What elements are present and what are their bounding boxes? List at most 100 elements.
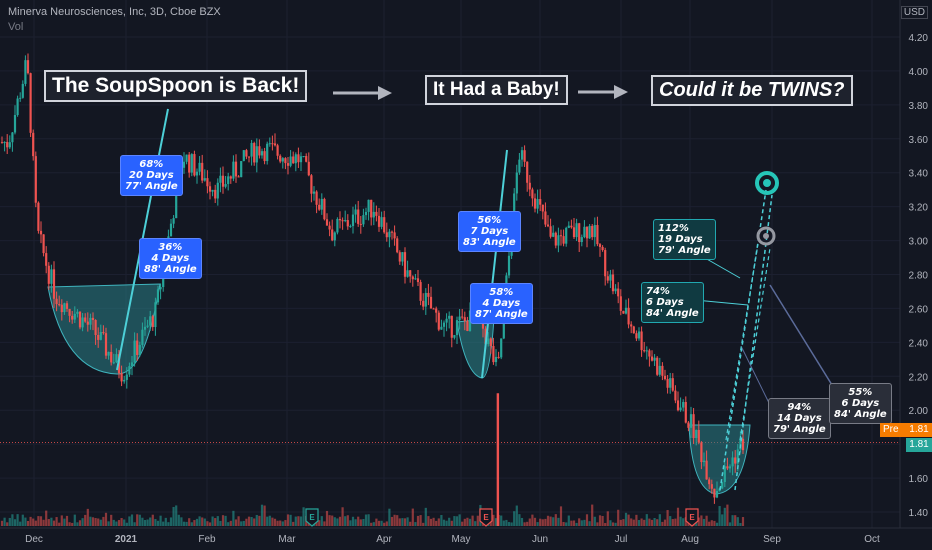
candle-body — [739, 438, 742, 450]
candle-body — [78, 311, 82, 328]
candle-body — [182, 161, 186, 168]
volume-bar — [110, 514, 113, 526]
volume-indicator-label[interactable]: Vol — [8, 21, 24, 33]
volume-bar — [91, 517, 95, 526]
earnings-marker[interactable]: E — [479, 508, 493, 527]
candle-body — [237, 176, 240, 178]
volume-bar — [549, 516, 552, 526]
volume-bar — [76, 522, 79, 526]
candle-body — [50, 269, 53, 284]
volume-bar — [112, 519, 115, 526]
volume-bar — [133, 522, 136, 526]
candle-body — [60, 304, 63, 313]
earnings-marker[interactable]: E — [305, 508, 319, 527]
candle-body — [393, 232, 396, 239]
volume-bar — [273, 518, 277, 526]
volume-bar — [60, 515, 63, 526]
volume-bar — [380, 520, 383, 526]
volume-bar — [162, 521, 165, 526]
candle-body — [702, 460, 706, 463]
volume-bar — [247, 516, 251, 526]
volume-bar — [149, 517, 152, 526]
volume-bar — [362, 518, 365, 526]
volume-bar — [68, 522, 71, 526]
projection-line-4 — [739, 247, 771, 441]
currency-label[interactable]: USD — [900, 6, 928, 19]
candle-body — [110, 351, 113, 363]
volume-bar — [268, 515, 271, 526]
candle-body — [219, 175, 222, 183]
candle-body — [390, 231, 394, 233]
volume-bar — [237, 516, 240, 526]
candle-body — [604, 250, 607, 277]
candle-body — [570, 225, 573, 228]
volume-bar — [146, 519, 149, 526]
volume-bar — [325, 510, 329, 526]
candle-body — [320, 198, 323, 210]
volume-bar — [289, 514, 292, 526]
candlesticks — [0, 53, 745, 504]
candle-body — [310, 175, 313, 194]
volume-bar — [156, 520, 160, 526]
candle-body — [281, 158, 284, 162]
volume-bar — [143, 519, 147, 526]
volume-bar — [219, 520, 222, 526]
volume-bar — [175, 505, 178, 526]
candle-body — [565, 227, 568, 244]
volume-bar — [52, 520, 56, 526]
candle-body — [362, 215, 365, 225]
volume-bar — [97, 518, 100, 526]
volume-bar — [622, 519, 625, 526]
volume-bar — [29, 516, 32, 526]
volume-bar — [357, 516, 360, 526]
candle-body — [58, 304, 61, 306]
last-price-label: 1.81 — [906, 438, 932, 452]
price-tick-label: 4.00 — [909, 67, 929, 78]
candle-body — [650, 356, 654, 361]
candle-body — [47, 265, 50, 284]
candle-body — [617, 288, 620, 297]
volume-bar — [536, 522, 539, 526]
volume-bar — [401, 518, 404, 526]
candle-body — [448, 315, 451, 319]
candle-body — [123, 379, 126, 382]
candle-body — [736, 449, 739, 464]
volume-bar — [414, 522, 417, 526]
candle-body — [648, 350, 651, 357]
candle-body — [461, 316, 464, 318]
volume-bar — [245, 518, 248, 526]
target-dot-teal — [763, 179, 771, 187]
earnings-marker[interactable]: E — [685, 508, 699, 527]
volume-bar — [630, 518, 633, 526]
volume-bar — [177, 514, 180, 526]
candle-body — [676, 400, 680, 411]
candle-body — [442, 322, 446, 327]
volume-bar — [333, 517, 336, 526]
projection-line-3 — [725, 243, 759, 441]
volume-bar — [715, 522, 719, 526]
volume-bar — [515, 505, 518, 526]
candle-body — [713, 488, 716, 498]
symbol-header[interactable]: Minerva Neurosciences, Inc, 3D, Cboe BZX — [8, 6, 221, 18]
candle-body — [216, 182, 219, 199]
candle-body — [364, 211, 368, 216]
candle-body — [104, 333, 108, 356]
candle-body — [375, 211, 378, 216]
volume-bar — [81, 518, 84, 526]
volume-bar — [429, 518, 433, 526]
candle-body — [159, 287, 162, 290]
candle-body — [731, 457, 734, 467]
volume-bar — [448, 517, 451, 526]
candle-body — [276, 145, 279, 156]
candle-body — [422, 300, 425, 307]
volume-bar — [570, 520, 573, 526]
volume-bar — [669, 516, 672, 526]
candle-body — [679, 407, 682, 411]
price-axis: 4.20 4.00 3.80 3.60 3.40 3.20 3.00 2.80 2.60 2.40… — [899, 0, 929, 528]
baby-banner: It Had a Baby! — [425, 75, 568, 105]
candle-body — [221, 175, 225, 187]
volume-bar — [461, 521, 464, 526]
volume-bar — [302, 507, 305, 526]
candle-body — [455, 320, 459, 336]
